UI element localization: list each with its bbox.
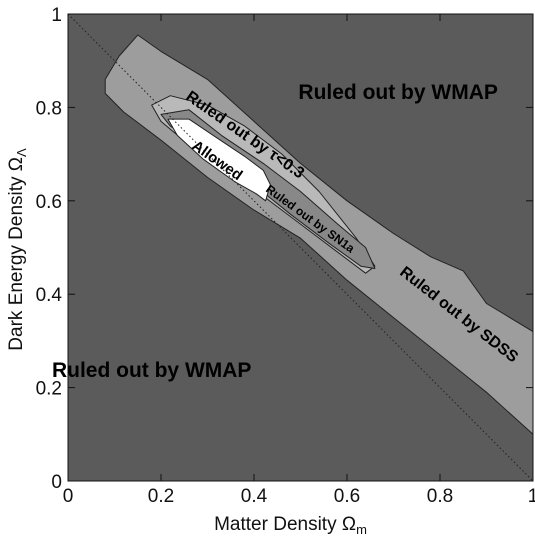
x-tick-label: 0.4 <box>241 486 268 507</box>
plot-frame <box>67 13 534 482</box>
x-tick-label: 0 <box>63 486 74 507</box>
y-tick-label: 0.8 <box>36 98 62 119</box>
annotation-ruled-out-by-wmap: Ruled out by WMAP <box>298 81 497 104</box>
ticks-layer: 0 0.2 0.4 0.6 0.8 1 0 0.2 0.4 0.6 0.8 1 <box>36 5 535 507</box>
x-tick-label: 0.8 <box>427 486 453 507</box>
annotation-ruled-out-by-wmap: Ruled out by WMAP <box>52 359 251 382</box>
y-tick-label: 0.6 <box>36 192 62 213</box>
y-tick-label: 0.2 <box>36 379 62 400</box>
y-tick-label: 1 <box>51 5 62 26</box>
region-allowed <box>167 118 271 202</box>
y-tick-label: 0 <box>51 472 62 493</box>
regions-layer <box>104 34 534 435</box>
x-tick-label: 1 <box>528 486 535 507</box>
x-axis-title: Matter Density Ωm <box>214 514 367 537</box>
x-tick-label: 0.2 <box>148 486 174 507</box>
flat-universe-line <box>67 13 534 482</box>
x-tick-label: 0.6 <box>334 486 360 507</box>
y-axis-title: Dark Energy Density ΩΛ <box>6 148 29 351</box>
y-tick-label: 0.4 <box>36 285 63 306</box>
